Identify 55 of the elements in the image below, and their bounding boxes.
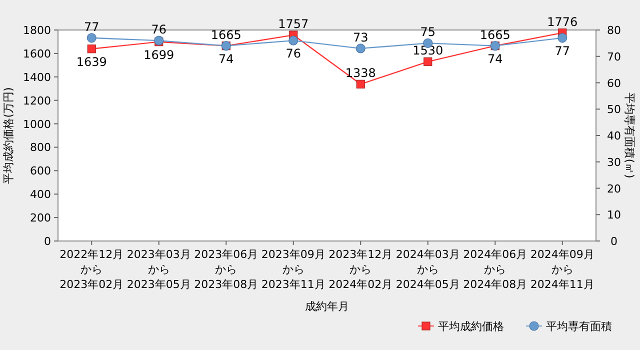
x-tick-label: 2024年09月から2024年11月 bbox=[530, 248, 594, 291]
x-tick-label: 2023年09月から2023年11月 bbox=[261, 248, 326, 291]
data-label: 75 bbox=[420, 25, 436, 40]
y-tick-label: 1000 bbox=[23, 118, 51, 131]
x-tick-label: 2023年06月から2023年08月 bbox=[194, 248, 258, 291]
y2-tick-label: 20 bbox=[607, 182, 621, 196]
y-tick-label: 400 bbox=[30, 188, 51, 202]
point bbox=[86, 33, 96, 43]
data-label: 1665 bbox=[480, 28, 510, 42]
y-tick-label: 1600 bbox=[23, 47, 51, 60]
y-tick-label: 1200 bbox=[23, 94, 51, 108]
point bbox=[558, 33, 568, 43]
y-tick-label: 600 bbox=[30, 164, 51, 178]
y2-tick-label: 50 bbox=[607, 103, 621, 116]
y-tick-label: 200 bbox=[30, 212, 51, 225]
data-label: 76 bbox=[286, 46, 302, 61]
x-tick-label: 2023年03月から2023年05月 bbox=[126, 248, 191, 291]
point bbox=[424, 57, 432, 66]
y-axis-title: 平均成約価格(万円) bbox=[2, 87, 15, 184]
data-label: 77 bbox=[554, 44, 570, 58]
point bbox=[356, 44, 366, 54]
y2-tick-label: 0 bbox=[610, 235, 618, 248]
data-label: 74 bbox=[487, 52, 503, 66]
y2-tick-label: 60 bbox=[607, 76, 621, 90]
legend-label: 平均成約価格 bbox=[438, 320, 504, 333]
x-tick-label: 2024年03月から2024年05月 bbox=[396, 248, 460, 291]
x-tick-label: 2024年06月から2024年08月 bbox=[463, 248, 528, 291]
y2-tick-label: 80 bbox=[607, 24, 621, 37]
point bbox=[87, 44, 96, 54]
data-label: 1776 bbox=[547, 14, 578, 29]
y2-axis-title: 平均専有面積(㎡) bbox=[623, 92, 636, 178]
y2-tick-label: 70 bbox=[607, 50, 621, 64]
y-tick-label: 1800 bbox=[23, 24, 51, 37]
point bbox=[288, 36, 298, 46]
y-tick-label: 1400 bbox=[23, 70, 51, 84]
data-label: 1530 bbox=[412, 44, 444, 58]
data-label: 77 bbox=[84, 20, 100, 34]
data-label: 73 bbox=[352, 30, 368, 44]
data-label: 1699 bbox=[144, 48, 174, 62]
y-tick-label: 800 bbox=[30, 141, 51, 154]
data-label: 1639 bbox=[76, 54, 107, 69]
data-label: 1757 bbox=[278, 17, 309, 32]
data-label: 74 bbox=[218, 52, 234, 66]
legend-label: 平均専有面積 bbox=[546, 320, 612, 333]
x-axis-title: 成約年月 bbox=[305, 300, 349, 313]
x-tick-label: 2023年12月から2024年02月 bbox=[328, 248, 393, 291]
data-label: 1338 bbox=[345, 66, 376, 80]
y2-tick-label: 10 bbox=[607, 208, 621, 222]
data-label: 76 bbox=[151, 22, 167, 37]
x-tick-label: 2022年12月から2023年02月 bbox=[60, 248, 124, 291]
y2-tick-label: 40 bbox=[607, 130, 621, 142]
y2-tick-label: 30 bbox=[607, 156, 621, 169]
y-tick-label: 0 bbox=[44, 235, 51, 248]
data-label: 1665 bbox=[210, 28, 242, 42]
point bbox=[356, 80, 365, 88]
